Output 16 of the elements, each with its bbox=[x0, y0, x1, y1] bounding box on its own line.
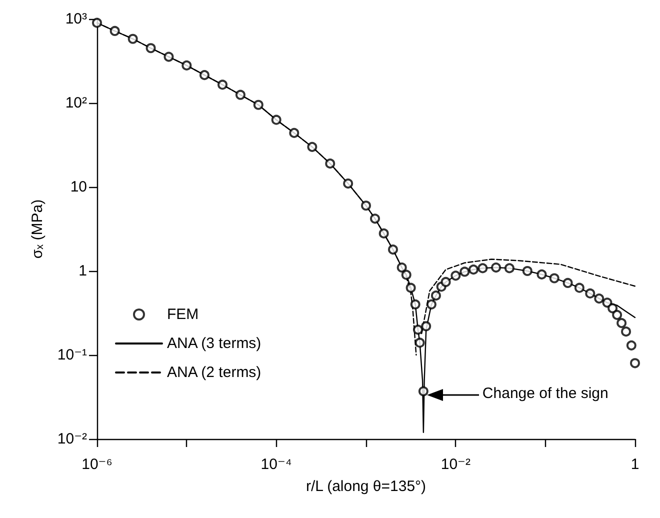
x-tick-label: 10⁻⁶ bbox=[82, 456, 112, 473]
y-tick-label: 10² bbox=[65, 94, 87, 112]
y-tick-label: 1 bbox=[78, 262, 87, 280]
x-tick-label: 1 bbox=[630, 456, 640, 473]
legend-label: ANA (3 terms) bbox=[167, 335, 262, 352]
y-tick-label: 10⁻² bbox=[57, 430, 87, 448]
y-axis-title: σₓ (MPa) bbox=[29, 199, 46, 259]
annotation: Change of the sign bbox=[482, 385, 608, 404]
x-tick-label: 10⁻² bbox=[440, 456, 470, 473]
x-tick-label: 10⁻⁴ bbox=[260, 456, 292, 473]
x-axis-title: r/L (along θ=135°) bbox=[306, 478, 426, 495]
legend-label: ANA (2 terms) bbox=[167, 364, 262, 381]
y-tick-label: 10 bbox=[70, 178, 87, 196]
y-tick-label: 10³ bbox=[65, 10, 87, 28]
legend-label: FEM bbox=[167, 306, 199, 323]
y-tick-label: 10⁻¹ bbox=[57, 346, 87, 364]
